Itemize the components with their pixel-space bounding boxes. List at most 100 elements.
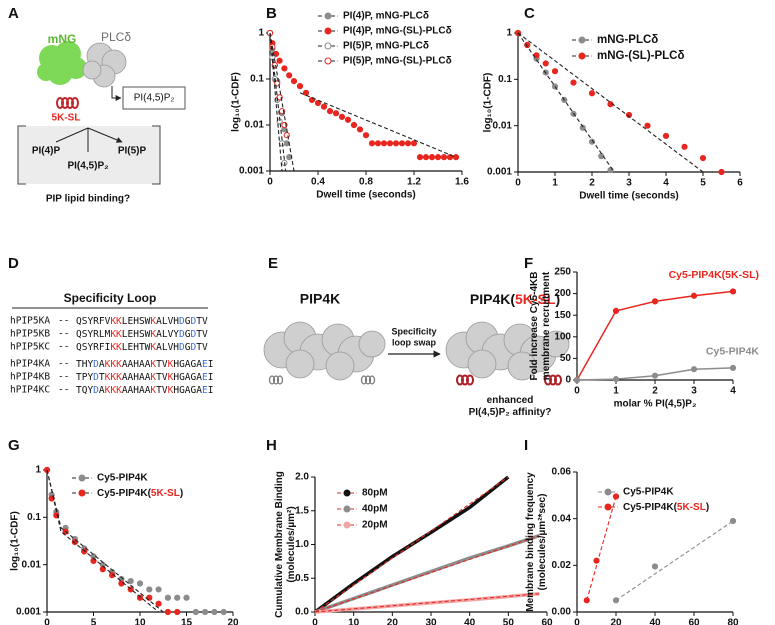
data-point — [434, 154, 442, 161]
sequence: TQYDAKKKAAHAAKTVKHGAGAEI — [76, 385, 213, 396]
data-point — [579, 124, 586, 131]
text-part: K — [150, 329, 156, 340]
separator: -- — [58, 372, 69, 383]
legend-label: Cy5-PIP4K — [97, 473, 148, 484]
y-tick-label: 1 — [35, 465, 41, 476]
text-part: D — [190, 316, 196, 327]
text-part: K — [150, 342, 156, 353]
data-point — [662, 132, 670, 140]
loop-label: 5K-SL — [52, 113, 81, 124]
text-part: QSYRFI — [76, 342, 110, 353]
fit-line — [517, 32, 615, 173]
text-part: AAHAA — [122, 372, 151, 383]
text-line: Membrane binding frequency — [525, 472, 536, 612]
x-tick-label: 20 — [610, 618, 622, 625]
text-part: D — [190, 342, 196, 353]
y-tick-label: 0.01 — [493, 120, 513, 131]
x-tick-label: 0 — [515, 178, 521, 189]
data-point — [192, 608, 199, 616]
text-line: membrane recruitment — [541, 271, 552, 380]
text-part: D — [190, 329, 196, 340]
text-part: K — [150, 316, 156, 327]
y-tick-label: 1.5 — [295, 505, 309, 516]
text-part: ALVH — [156, 316, 179, 327]
x-tick-label: 0 — [44, 618, 50, 625]
panel-d: D Specificity Loop hPIP5KA -- QSYRFVKKLEHS… — [8, 255, 213, 396]
text-part: I — [208, 359, 214, 370]
panel-letter: E — [268, 255, 278, 272]
panel-letter: G — [8, 437, 20, 454]
panel-letter: F — [524, 255, 533, 272]
data-point — [211, 608, 218, 616]
data-point — [718, 168, 725, 176]
fit-line — [269, 32, 287, 172]
x-tick-label: 20 — [387, 618, 399, 625]
text-part: K — [168, 385, 174, 396]
text-part: ) — [555, 291, 560, 307]
x-axis-label: Dwell time (seconds) — [316, 190, 415, 201]
y-axis-label: log₁₀(1-CDF) — [10, 511, 21, 571]
data-point — [155, 600, 162, 607]
legend-label: Cy5-PIP4K — [623, 487, 674, 498]
text-part: LEHSW — [122, 329, 151, 340]
text-part: TV — [156, 359, 168, 370]
y-tick-label: 0.01 — [22, 559, 42, 570]
data-point — [404, 140, 412, 147]
separator: -- — [58, 385, 69, 396]
text-part: K — [150, 372, 156, 383]
x-tick-label: 60 — [688, 618, 700, 625]
text-part: 5K-SL — [515, 291, 556, 307]
x-tick-label: 4 — [730, 386, 736, 397]
data-point — [729, 364, 737, 372]
text-part: HGAGA — [173, 359, 202, 370]
data-point — [344, 116, 352, 123]
data-point — [90, 557, 97, 565]
data-point — [625, 111, 633, 119]
x-tick-label: 5 — [700, 178, 706, 189]
panel-letter: C — [524, 5, 535, 22]
y-tick-label: 0.1 — [250, 74, 264, 85]
text-part: HGAGA — [173, 385, 202, 396]
affinity-question: enhanced PI(4,5)P₂ affinity? — [469, 395, 552, 418]
text-part: G — [185, 342, 191, 353]
data-point — [651, 372, 659, 379]
legend-label: 80pM — [362, 488, 388, 499]
legend-marker — [78, 489, 86, 497]
text-part: D — [179, 342, 185, 353]
y-tick-label: 0.00 — [552, 607, 572, 618]
data-point — [416, 154, 424, 161]
data-point — [398, 140, 406, 147]
panel-letter: I — [524, 437, 528, 454]
legend-marker — [604, 503, 612, 511]
legend-marker — [343, 489, 351, 497]
data-point — [583, 597, 590, 604]
pip4k-right — [445, 321, 570, 386]
legend-label: 20pM — [362, 520, 388, 531]
data-point — [573, 376, 581, 384]
y-tick-label: 0.5 — [295, 573, 309, 584]
chart-panel: H0.00.51.01.52.00102030405060Time (secon… — [266, 437, 553, 625]
y-tick-label: 50 — [560, 353, 572, 364]
series-line — [576, 290, 734, 381]
data-point — [428, 154, 436, 161]
arrow-label: Specificity loop swap — [391, 327, 436, 348]
y-tick-label: 2.0 — [295, 472, 309, 483]
data-point — [302, 89, 310, 96]
gene-name: hPIP5KC — [10, 342, 50, 353]
text-part: TV — [156, 385, 168, 396]
right-title: PIP4K(5K-SL) — [470, 291, 560, 307]
sequence: QSYRLMKKLEHSWKALVYDGDTV — [76, 329, 208, 340]
fit-line — [46, 469, 159, 613]
loop-title: Specificity Loop — [64, 291, 157, 305]
text-part: K — [150, 359, 156, 370]
data-point — [651, 563, 659, 570]
text-part: A — [99, 385, 105, 396]
legend-marker — [578, 36, 586, 44]
text-part: KK — [110, 342, 122, 353]
text-part: KK — [110, 316, 122, 327]
text-line: (molecules/µm²*sec) — [537, 494, 548, 591]
arrows — [55, 127, 122, 152]
arrow — [111, 86, 122, 101]
sequence: TPYDTKKKAAHAAKTVKHGAGAEI — [76, 372, 213, 383]
text-part: KKK — [105, 385, 122, 396]
